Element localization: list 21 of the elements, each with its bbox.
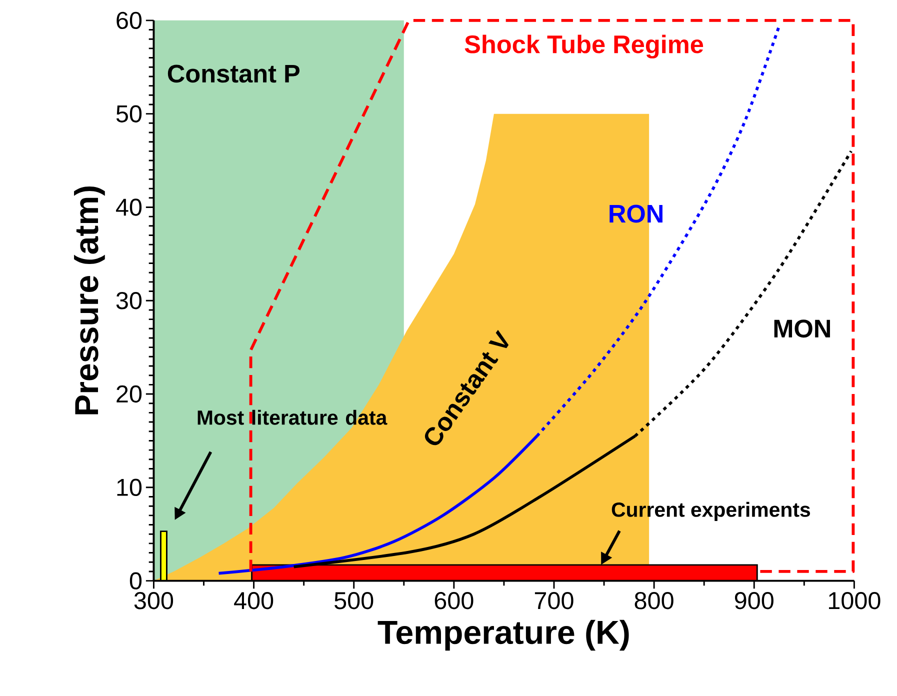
x-tick-label: 500 <box>334 592 374 610</box>
y-axis-title: Pressure (atm) <box>74 186 105 414</box>
x-tick-label: 1000 <box>828 592 880 610</box>
x-tick-label: 300 <box>134 592 174 610</box>
x-tick-label: 400 <box>234 592 274 610</box>
x-tick-label: 800 <box>634 592 674 610</box>
y-tick-label: 40 <box>116 198 142 216</box>
y-tick-label: 50 <box>116 105 142 123</box>
y-tick-label: 0 <box>130 572 142 590</box>
annotation: Most literature data <box>198 410 388 426</box>
x-tick-label: 600 <box>434 592 474 610</box>
y-tick-label: 10 <box>117 478 142 496</box>
series-label: Shock Tube Regime <box>464 34 704 59</box>
y-tick-label: 30 <box>116 292 142 310</box>
x-tick-label: 900 <box>734 592 774 610</box>
x-axis-title: Temperature (K) <box>378 620 629 651</box>
text: MON <box>774 320 830 338</box>
y-tick-label: 60 <box>116 12 142 30</box>
y-tick-label: 20 <box>116 386 142 403</box>
band-label: Constant P <box>168 64 300 83</box>
x-tick-label: 700 <box>534 592 574 610</box>
